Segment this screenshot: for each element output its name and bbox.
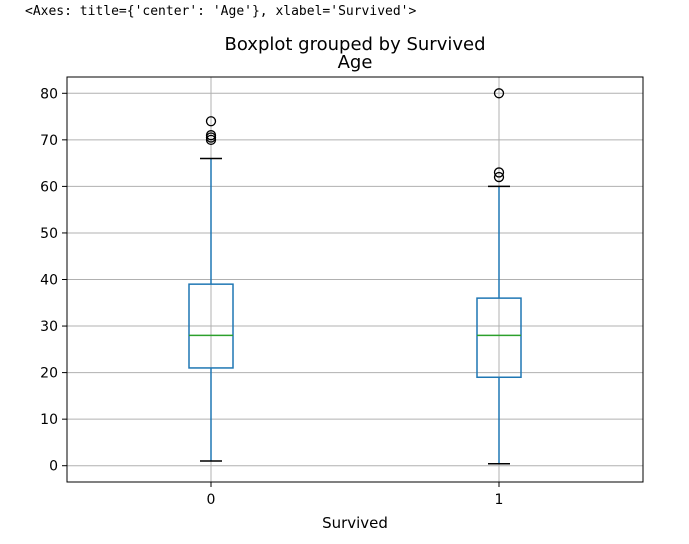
outlier-point (205, 116, 217, 127)
y-tick-label: 50 (40, 226, 58, 242)
y-tick-label: 60 (40, 179, 58, 195)
iqr-box (188, 283, 234, 369)
iqr-box (476, 297, 522, 379)
x-tick-label: 0 (207, 492, 216, 508)
y-tick-label: 10 (40, 412, 58, 428)
chart-suptitle: Boxplot grouped by Survived (224, 34, 485, 55)
y-tick-label: 30 (40, 319, 58, 335)
outlier-point (205, 130, 217, 141)
y-tick-label: 0 (49, 459, 58, 475)
x-tick-label: 1 (495, 492, 504, 508)
y-tick-label: 70 (40, 133, 58, 149)
outlier-point (493, 171, 505, 183)
x-axis-label: Survived (322, 514, 388, 532)
box-group (188, 88, 522, 465)
output-repr: <Axes: title={'center': 'Age'}, xlabel='… (25, 4, 417, 19)
grid-lines (67, 77, 643, 482)
y-tick-label: 40 (40, 273, 58, 289)
y-tick-label: 80 (40, 86, 58, 102)
outlier-point (493, 167, 505, 178)
y-tick-label: 20 (40, 366, 58, 382)
chart-title: Age (338, 52, 373, 73)
axis-ticks: 0 10 20 30 40 50 60 70 80 0 1 (40, 86, 503, 508)
outlier-point (493, 88, 505, 99)
